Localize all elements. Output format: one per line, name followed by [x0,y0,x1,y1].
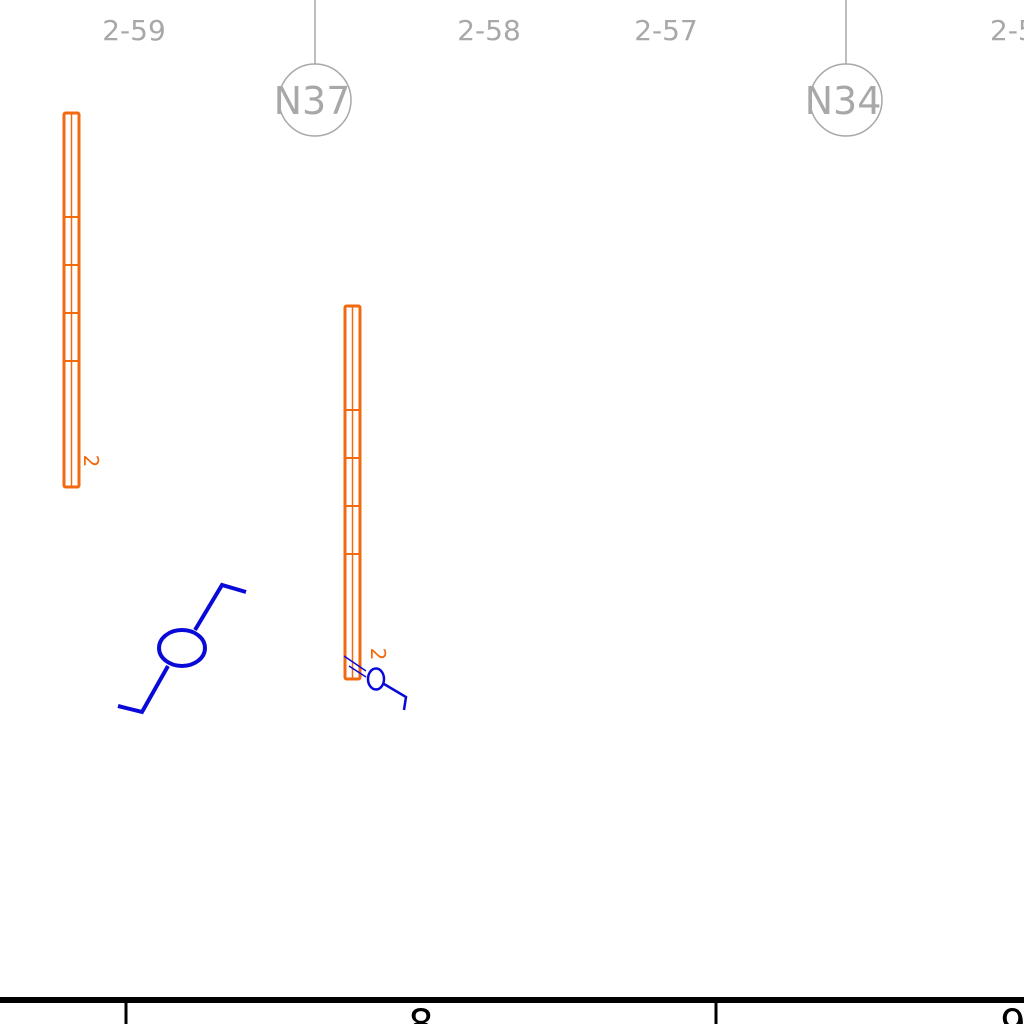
section-marker-large-circle [157,628,207,668]
bottom-frame-label-9: 9 [1000,1002,1024,1024]
section-marker-large-lower-leg [117,665,170,715]
wall-center-tag: 2 [366,648,390,661]
grid-label-2-5: 2-5 [990,14,1024,47]
section-marker-small-hatch [343,655,367,672]
wall-center[interactable]: 2 [343,304,390,681]
section-marker-small[interactable] [343,655,408,711]
grid-bubble-circle-n34 [809,63,883,137]
grid-bubble-n37: N37 [274,0,352,137]
wall-left[interactable]: 2 [62,111,103,489]
section-marker-large[interactable] [117,582,247,715]
section-marker-small-leg [383,682,408,711]
section-marker-small-circle [366,667,386,691]
grid-bubble-n34: N34 [805,0,883,137]
grid-bubble-label-n34: N34 [805,79,882,123]
grid-bubble-circle-n37 [278,63,352,137]
section-marker-small-hatch [348,665,367,678]
grid-label-2-57: 2-57 [634,14,698,47]
grid-label-2-59: 2-59 [102,14,166,47]
bottom-frame-label-8: 8 [408,1002,433,1024]
grid-bubble-label-n37: N37 [274,79,351,123]
grid-label-2-58: 2-58 [457,14,521,47]
bottom-frame: 8 9 [0,997,1024,1024]
bottom-frame-border [0,997,1024,1003]
wall-left-tag: 2 [79,455,103,468]
section-marker-large-upper-leg [193,582,247,632]
